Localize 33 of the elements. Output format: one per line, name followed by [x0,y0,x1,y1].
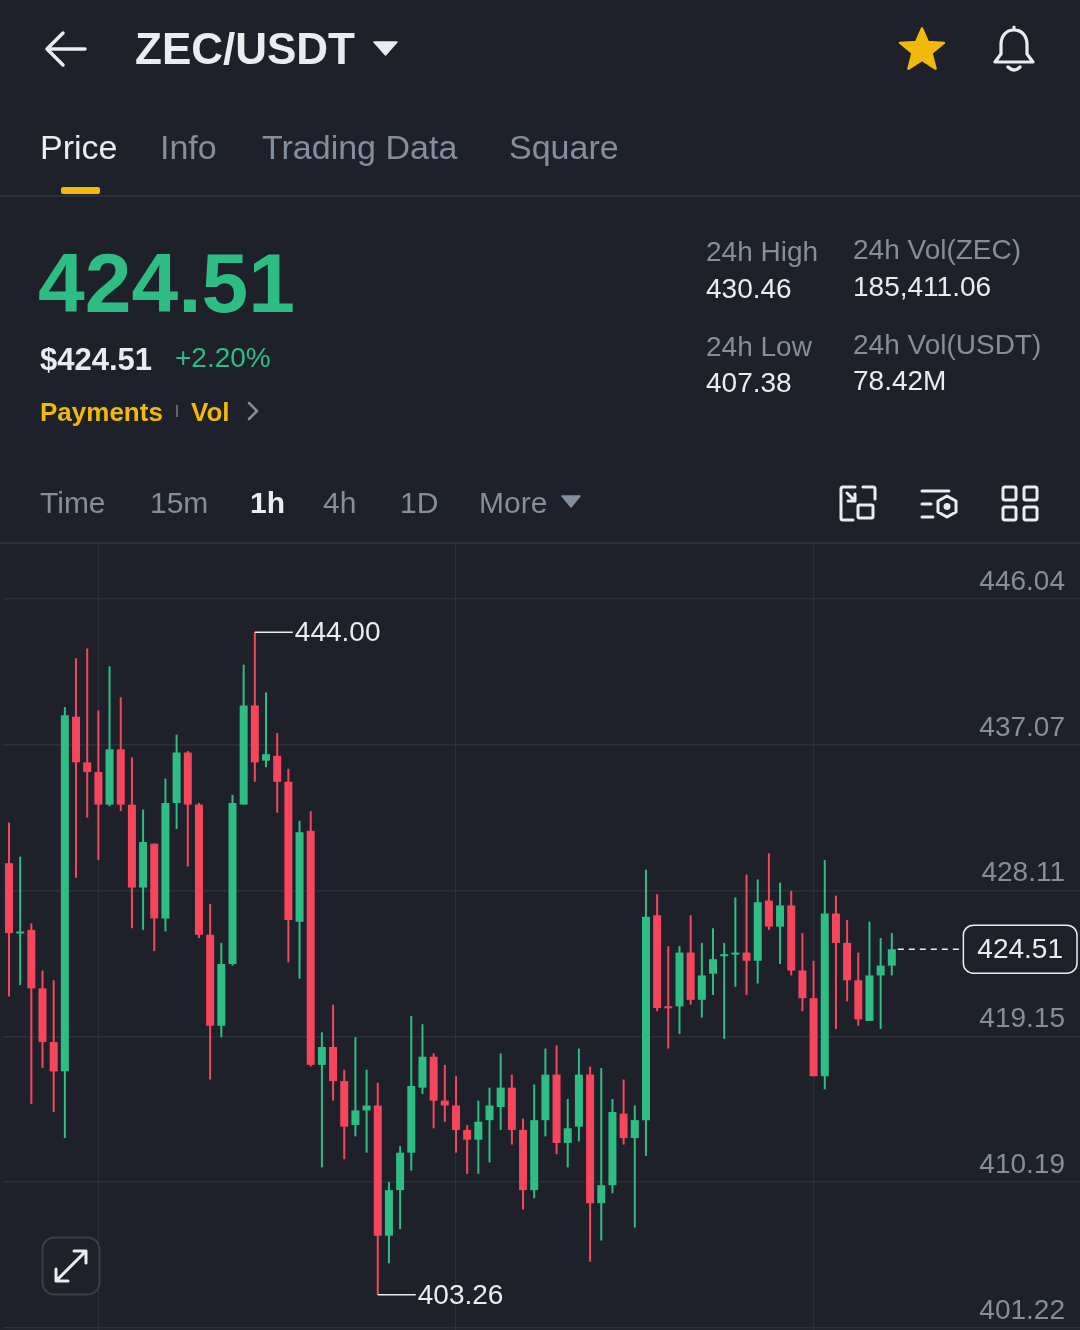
text: +2.20% [175,342,271,374]
text: Square [509,128,619,167]
text: Vol [191,397,230,428]
text: 78.42M [853,365,947,397]
text: 4h [323,486,357,520]
annotation: 444.00 [294,615,381,647]
y-tick-label: 437.07 [979,710,1065,742]
ref-line-label: 424.51 [977,932,1063,964]
chart-title: ZEC/USDT [135,24,355,74]
text: 24h Vol(USDT) [853,329,1042,361]
y-tick-label: 410.19 [979,1147,1065,1179]
text: Price [40,128,118,167]
y-tick-label: 401.22 [979,1293,1065,1325]
text: 24h Vol(ZEC) [853,234,1022,266]
text: 407.38 [706,367,792,399]
text: Payments [40,397,163,428]
text: $424.51 [40,341,153,377]
text: 24h High [706,236,819,268]
text: 15m [150,486,209,520]
text: More [479,486,548,520]
y-tick-label: 428.11 [981,856,1065,888]
text: 1h [250,486,286,520]
text: 1D [400,486,439,520]
text: Info [160,128,217,167]
text: 24h Low [706,331,812,363]
y-tick-label: 446.04 [979,564,1065,596]
text: Time [40,486,106,520]
text: Trading Data [262,128,458,167]
annotation: 403.26 [417,1278,504,1310]
text: 430.46 [706,273,792,305]
text: 185,411.06 [853,271,992,303]
y-tick-label: 419.15 [979,1002,1065,1034]
text: 424.51 [38,235,295,330]
